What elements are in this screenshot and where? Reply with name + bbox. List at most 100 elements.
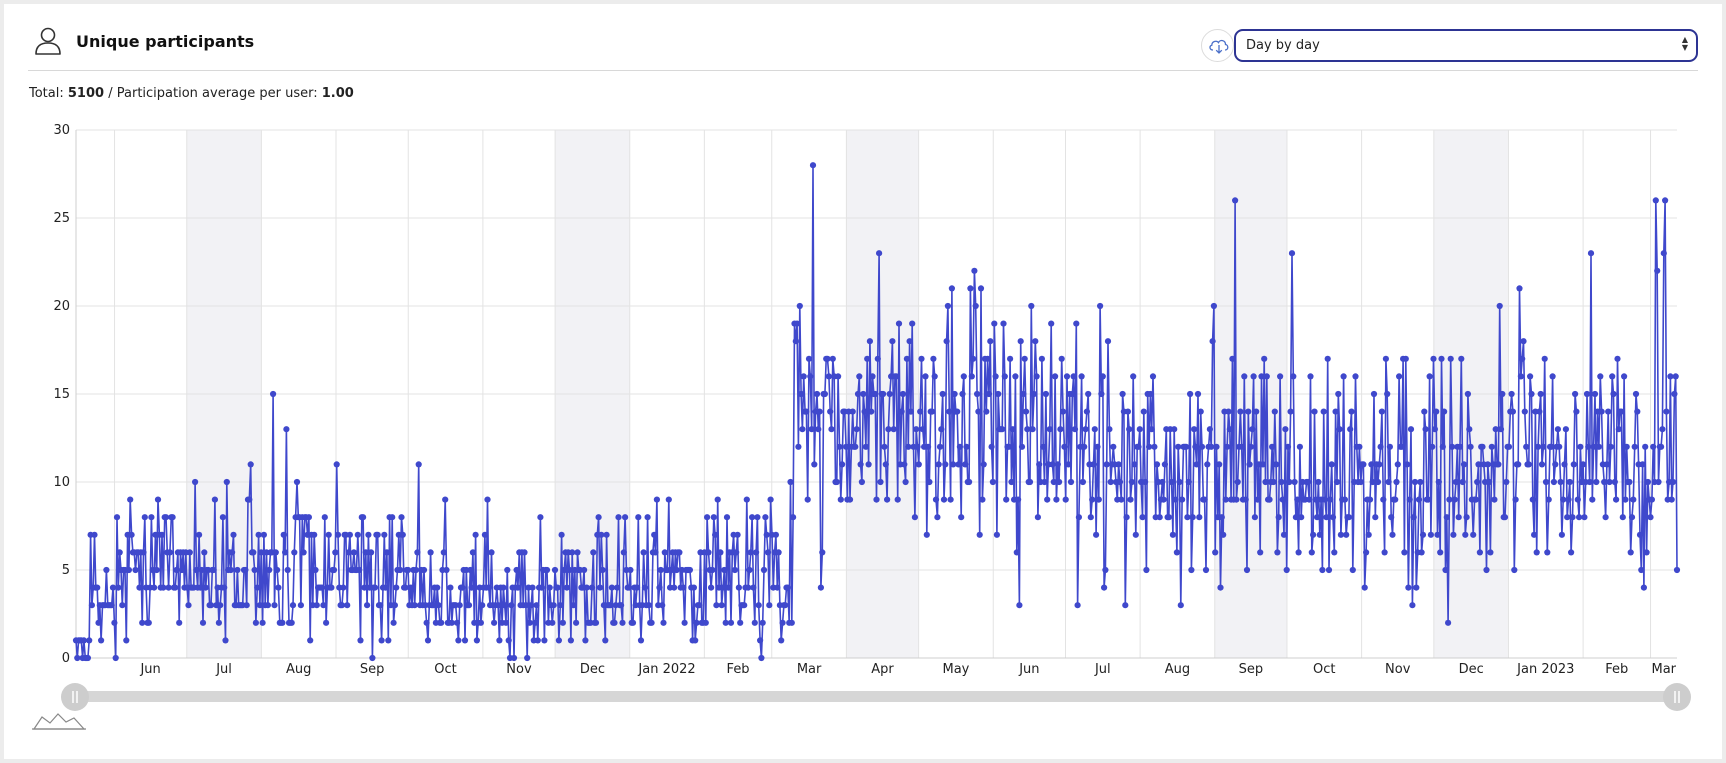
data-point	[1225, 408, 1232, 415]
data-point	[1168, 478, 1175, 486]
range-handle[interactable]	[1663, 683, 1691, 711]
data-point	[1315, 478, 1322, 486]
data-point	[766, 602, 773, 609]
data-point	[1307, 373, 1314, 380]
data-point	[1115, 461, 1122, 468]
x-tick-label: Dec	[1459, 662, 1484, 677]
data-point	[382, 584, 389, 591]
download-button[interactable]	[1201, 29, 1234, 62]
data-point	[722, 619, 729, 626]
data-point	[1319, 566, 1326, 574]
data-point	[955, 461, 962, 468]
data-point	[1589, 496, 1596, 503]
x-tick-label: Nov	[1385, 662, 1411, 677]
data-point	[522, 602, 530, 609]
data-point	[712, 531, 719, 538]
data-point	[714, 496, 721, 503]
data-point	[787, 478, 794, 486]
data-point	[1479, 443, 1486, 450]
mini-sparkline-icon	[32, 713, 86, 730]
data-point	[710, 514, 717, 521]
data-point	[1118, 496, 1125, 503]
data-point	[1249, 426, 1256, 433]
data-point	[340, 584, 347, 591]
data-point	[414, 549, 421, 556]
data-point	[1331, 549, 1338, 556]
data-point	[559, 619, 567, 626]
x-tick-label: Jan 2022	[637, 662, 695, 677]
range-handle[interactable]	[61, 683, 89, 711]
data-point	[1308, 549, 1315, 556]
data-point	[1130, 373, 1137, 380]
data-point	[1202, 566, 1210, 574]
data-point	[1521, 408, 1528, 415]
data-point	[362, 549, 369, 556]
data-point	[1385, 478, 1392, 486]
data-point	[583, 584, 590, 591]
data-point	[1238, 443, 1245, 450]
data-point	[1565, 496, 1572, 503]
data-point	[1516, 285, 1523, 292]
data-point	[1669, 478, 1677, 486]
data-point	[1639, 461, 1646, 468]
data-point	[1229, 355, 1236, 362]
data-point	[778, 637, 785, 644]
data-point	[1067, 478, 1075, 486]
data-point	[599, 566, 606, 574]
data-point	[1435, 478, 1442, 486]
data-point	[1460, 461, 1468, 468]
data-point	[266, 566, 273, 574]
data-point	[469, 549, 476, 556]
data-point	[280, 531, 287, 538]
data-point	[1095, 496, 1102, 503]
data-point	[1611, 478, 1618, 486]
data-point	[1054, 461, 1061, 468]
data-point	[1541, 355, 1548, 362]
data-point	[332, 549, 339, 556]
data-point	[259, 619, 266, 626]
data-point	[1329, 514, 1337, 521]
data-point	[1046, 426, 1053, 433]
data-point	[1497, 426, 1505, 433]
data-point	[913, 426, 920, 433]
data-point	[543, 566, 551, 574]
data-point	[782, 602, 789, 609]
data-point	[1140, 408, 1147, 415]
data-point	[1660, 250, 1667, 257]
data-point	[119, 602, 126, 609]
data-point	[1568, 549, 1575, 556]
data-point	[468, 584, 475, 591]
data-point	[153, 566, 160, 574]
data-point	[846, 496, 854, 503]
x-tick-labels: Jun Jul Aug Sep Oct Nov Dec Jan 2022 Feb Mar Apr Ma…	[139, 662, 1676, 677]
data-point	[1417, 478, 1424, 486]
data-point	[1357, 478, 1364, 486]
data-point	[378, 637, 385, 644]
data-point	[755, 602, 762, 609]
data-point	[931, 373, 938, 380]
range-track[interactable]	[74, 691, 1677, 702]
data-point	[1156, 514, 1163, 521]
data-point	[1426, 373, 1433, 380]
data-point	[185, 602, 192, 609]
data-point	[1593, 478, 1600, 486]
data-point	[1475, 461, 1482, 468]
data-point	[1511, 566, 1518, 574]
data-point	[1177, 602, 1184, 609]
data-point	[917, 408, 924, 415]
data-point	[581, 566, 588, 574]
data-point	[109, 584, 117, 591]
period-select[interactable]: Day by day ▲ ▼	[1234, 29, 1698, 62]
data-point	[1266, 496, 1273, 503]
data-point	[1286, 478, 1293, 486]
data-point	[866, 338, 874, 345]
data-point	[977, 285, 985, 292]
data-point	[1644, 478, 1651, 486]
data-point	[582, 637, 589, 644]
data-point	[510, 654, 518, 662]
x-tick-label: Nov	[506, 662, 532, 677]
data-point	[1324, 355, 1331, 362]
data-point	[1491, 496, 1498, 503]
data-point	[1081, 443, 1088, 450]
data-point	[1087, 514, 1094, 521]
